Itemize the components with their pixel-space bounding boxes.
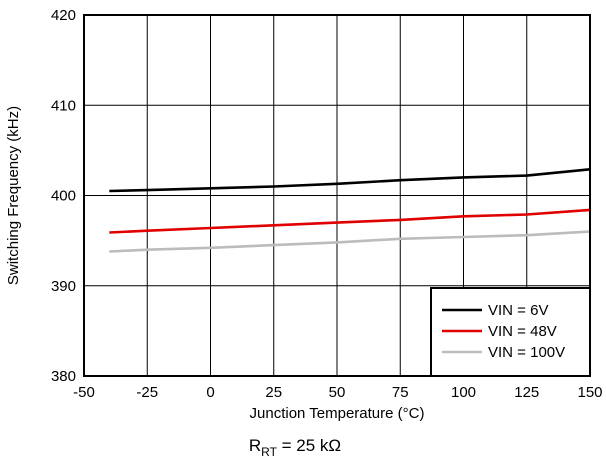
- rrt-annotation: RRT = 25 kΩ: [249, 436, 341, 459]
- x-axis-ticks: -50 -25 0 25 50 75 100 125 150: [73, 384, 602, 401]
- x-tick-label: 150: [577, 384, 602, 401]
- y-axis-title: Switching Frequency (kHz): [5, 106, 22, 285]
- rrt-base: R: [249, 436, 261, 455]
- legend-label: VIN = 48V: [488, 323, 557, 340]
- x-tick-label: -25: [136, 384, 158, 401]
- plot-frame: [83, 14, 591, 377]
- rrt-subscript: RT: [261, 445, 277, 459]
- x-tick-label: 100: [451, 384, 476, 401]
- series-line-1: [109, 168, 591, 193]
- y-tick-label: 400: [51, 188, 76, 205]
- rrt-value: = 25 kΩ: [277, 436, 341, 455]
- y-tick-label: 420: [51, 7, 76, 24]
- y-axis-ticks: 380 390 400 410 420: [51, 7, 76, 385]
- x-tick-label: 75: [392, 384, 409, 401]
- y-tick-label: 390: [51, 278, 76, 295]
- legend: VIN = 6V VIN = 48V VIN = 100V: [430, 287, 591, 377]
- grid-lines: [84, 15, 590, 376]
- legend-label: VIN = 100V: [488, 344, 565, 361]
- x-tick-label: 125: [514, 384, 539, 401]
- y-tick-label: 410: [51, 97, 76, 114]
- series-line-3: [109, 230, 591, 253]
- legend-label: VIN = 6V: [488, 302, 548, 319]
- x-axis-title: Junction Temperature (°C): [250, 405, 425, 422]
- x-tick-label: 0: [206, 384, 214, 401]
- series-layer: [109, 168, 591, 253]
- x-tick-label: 25: [265, 384, 282, 401]
- x-tick-label: -50: [73, 384, 95, 401]
- y-tick-label: 380: [51, 368, 76, 385]
- series-line-2: [109, 208, 591, 234]
- x-tick-label: 50: [329, 384, 346, 401]
